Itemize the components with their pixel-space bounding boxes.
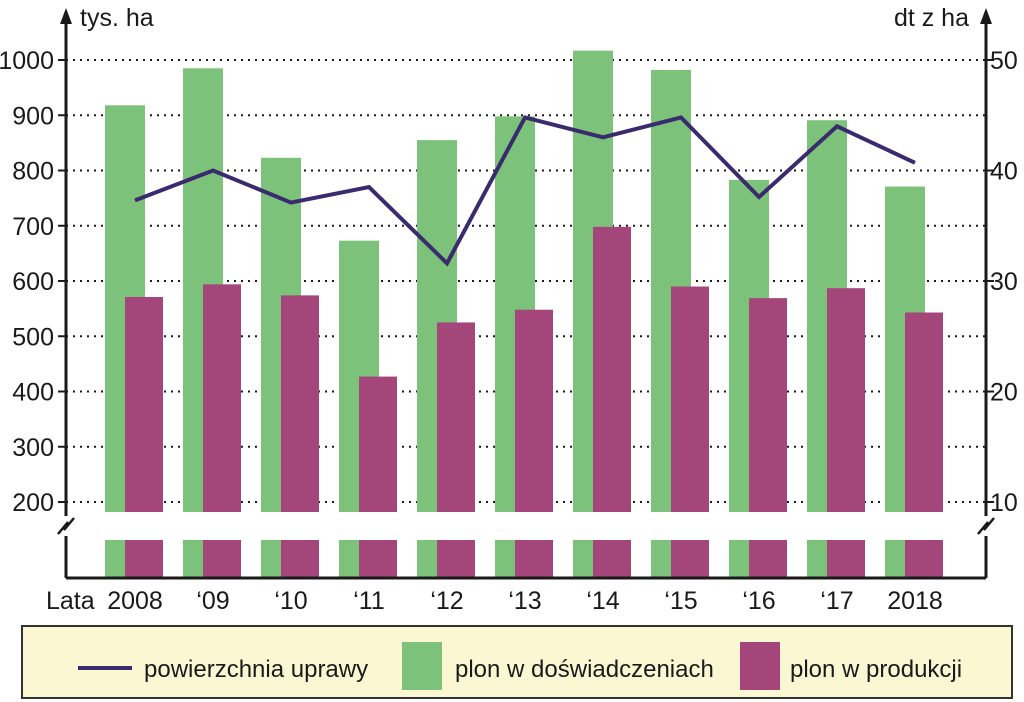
bar-produkcja-stub-9 (827, 540, 865, 578)
left-axis-unit: tys. ha (80, 4, 154, 32)
tick-labels: 2008 ‘09 ‘10 ‘11 ‘12 ‘13 ‘14 ‘15 ‘16 ‘17 2018 200 30… (0, 47, 1018, 615)
right-tick-label-40: 40 (990, 158, 1018, 186)
bar-produkcja-2 (281, 295, 319, 512)
left-tick-label-500: 500 (12, 323, 54, 351)
axes (57, 8, 995, 580)
x-tick-label-10: 2018 (887, 587, 943, 615)
right-axis-unit: dt z ha (894, 4, 969, 32)
bar-produkcja-8 (749, 298, 787, 512)
bar-produkcja-0 (125, 297, 163, 512)
legend-green-swatch (402, 642, 442, 690)
legend-label-produkcja: plon w produkcji (790, 656, 962, 683)
left-tick-label-200: 200 (12, 489, 54, 517)
legend-purple-swatch (740, 642, 780, 690)
left-axis-break (57, 517, 75, 535)
right-axis-arrow (980, 8, 992, 24)
x-tick-label-5: ‘13 (508, 587, 541, 615)
bars (105, 50, 943, 578)
bar-produkcja-4 (437, 322, 475, 512)
left-axis-arrow (60, 8, 72, 24)
left-tick-label-400: 400 (12, 379, 54, 407)
right-tick-label-50: 50 (990, 47, 1018, 75)
bar-produkcja-stub-10 (905, 540, 943, 578)
bar-produkcja-9 (827, 288, 865, 512)
left-tick-label-900: 900 (12, 102, 54, 130)
x-tick-label-6: ‘14 (586, 587, 619, 615)
left-tick-label-600: 600 (12, 268, 54, 296)
x-tick-label-2: ‘10 (274, 587, 307, 615)
bar-produkcja-stub-0 (125, 540, 163, 578)
bar-produkcja-7 (671, 286, 709, 512)
bar-produkcja-3 (359, 376, 397, 512)
right-axis-break (977, 517, 995, 535)
x-tick-label-0: 2008 (107, 587, 163, 615)
left-tick-label-700: 700 (12, 213, 54, 241)
line-series (134, 115, 916, 267)
bar-produkcja-stub-1 (203, 540, 241, 578)
bar-produkcja-stub-8 (749, 540, 787, 578)
left-tick-label-800: 800 (12, 158, 54, 186)
x-tick-label-7: ‘15 (664, 587, 697, 615)
legend-box (21, 625, 1013, 699)
bar-produkcja-stub-7 (671, 540, 709, 578)
right-tick-label-20: 20 (990, 379, 1018, 407)
bar-produkcja-6 (593, 226, 631, 513)
x-tick-label-9: ‘17 (820, 587, 853, 615)
legend-label-doswiadczenia: plon w doświadczeniach (455, 656, 714, 683)
bar-produkcja-stub-4 (437, 540, 475, 578)
legend-label-powierzchnia: powierzchnia uprawy (144, 656, 368, 683)
bar-produkcja-stub-2 (281, 540, 319, 578)
x-tick-label-1: ‘09 (196, 587, 229, 615)
right-tick-label-30: 30 (990, 268, 1018, 296)
x-tick-label-4: ‘12 (430, 587, 463, 615)
right-tick-label-10: 10 (990, 489, 1018, 517)
bar-produkcja-stub-5 (515, 540, 553, 578)
bar-produkcja-1 (203, 284, 241, 512)
x-tick-label-3: ‘11 (353, 587, 385, 615)
legend: powierzchnia uprawy plon w doświadczenia… (21, 625, 1013, 699)
bar-produkcja-5 (515, 309, 553, 512)
line-powierzchnia-uprawy (134, 115, 916, 267)
bar-produkcja-10 (905, 312, 943, 512)
left-tick-label-1000: 1000 (0, 47, 54, 75)
left-tick-label-300: 300 (12, 434, 54, 462)
bar-produkcja-stub-6 (593, 540, 631, 578)
x-axis-prefix: Lata (46, 587, 95, 615)
bar-produkcja-stub-3 (359, 540, 397, 578)
x-tick-label-8: ‘16 (742, 587, 775, 615)
